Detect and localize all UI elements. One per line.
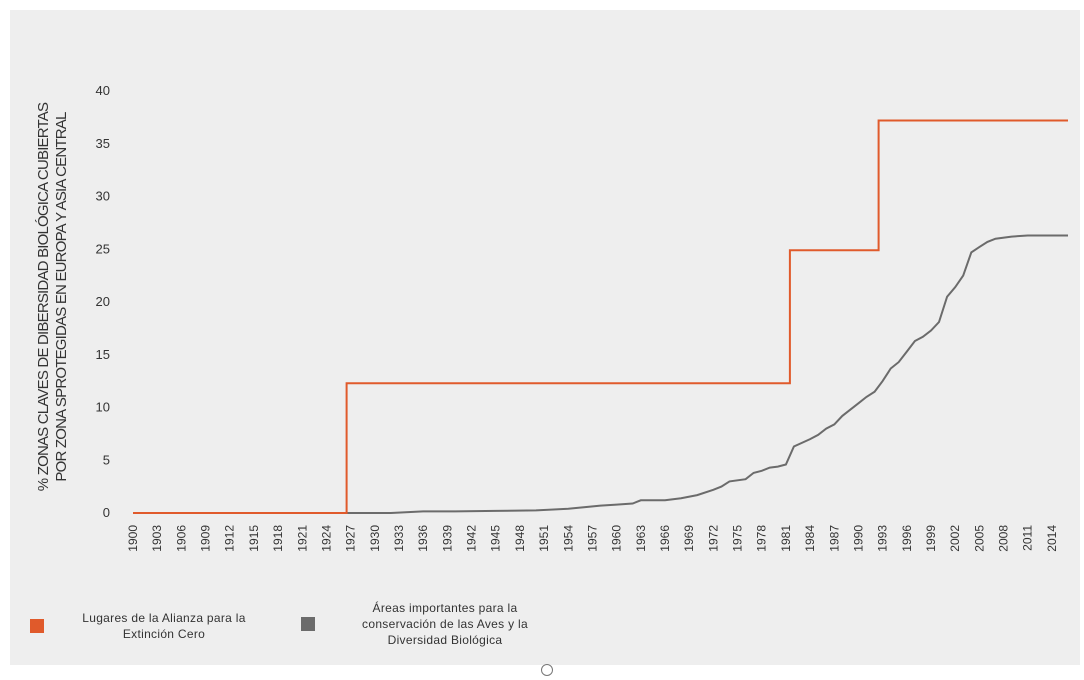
legend-swatch-alliance: [30, 619, 44, 633]
line-chart: % ZONAS CLAVES DE DIBERSIDAD BIOLÓGICA C…: [35, 83, 1068, 552]
legend-swatch-iba: [301, 617, 315, 631]
x-tick-label: 1978: [755, 525, 769, 552]
x-tick-label: 1918: [271, 525, 285, 552]
x-tick-label: 1909: [199, 525, 213, 552]
x-tick-label: 1936: [416, 525, 430, 552]
line-important-areas: [133, 234, 1068, 514]
y-tick-label: 40: [96, 83, 110, 98]
y-tick-label: 15: [96, 347, 110, 362]
x-tick-label: 1942: [465, 525, 479, 552]
y-tick-label: 35: [96, 136, 110, 151]
x-tick-label: 1963: [634, 525, 648, 552]
x-tick-label: 1972: [706, 525, 720, 552]
x-tick-label: 1966: [658, 525, 672, 552]
x-tick-label: 1927: [344, 525, 358, 552]
x-tick-label: 1930: [368, 525, 382, 552]
legend-item-alliance[interactable]: Lugares de la Alianza para la Extinción …: [30, 610, 264, 642]
series-layer: [133, 119, 1068, 514]
line-alliance-sites: [133, 119, 1068, 514]
x-tick-label: 1975: [731, 525, 745, 552]
x-tick-label: 1921: [295, 525, 309, 552]
x-tick-label: 1999: [924, 525, 938, 552]
x-tick-label: 1945: [489, 525, 503, 552]
y-tick-label: 20: [96, 294, 110, 309]
x-tick-label: 2002: [948, 525, 962, 552]
x-tick-label: 1993: [876, 525, 890, 552]
x-tick-label: 1915: [247, 525, 261, 552]
y-tick-label: 10: [96, 400, 110, 415]
x-tick-label: 1903: [150, 525, 164, 552]
y-tick-label: 5: [103, 452, 110, 467]
x-tick-label: 1990: [851, 525, 865, 552]
x-tick-label: 1951: [537, 525, 551, 552]
x-tick-label: 1900: [126, 525, 140, 552]
y-axis-title: % ZONAS CLAVES DE DIBERSIDAD BIOLÓGICA C…: [35, 102, 70, 491]
scroll-handle[interactable]: [541, 664, 553, 676]
x-tick-label: 2014: [1045, 525, 1059, 552]
x-tick-label: 2008: [997, 525, 1011, 552]
y-tick-label: 0: [103, 505, 110, 520]
x-tick-label: 1987: [827, 525, 841, 552]
x-tick-label: 1957: [585, 525, 599, 552]
x-tick-label: 1924: [319, 525, 333, 552]
x-tick-label: 1948: [513, 525, 527, 552]
x-tick-label: 1939: [440, 525, 454, 552]
x-tick-label: 1984: [803, 525, 817, 552]
y-axis-title-line-1: % ZONAS CLAVES DE DIBERSIDAD BIOLÓGICA C…: [35, 102, 52, 491]
y-tick-label: 30: [96, 189, 110, 204]
x-tick-label: 1981: [779, 525, 793, 552]
x-tick-label: 1960: [610, 525, 624, 552]
x-axis-ticks: 1900 1903 1906 1909 1912 1915 1918 1921 1924 1927…: [126, 525, 1059, 552]
x-tick-label: 1996: [900, 525, 914, 552]
y-axis-ticks: 0 5 10 15 20 25 30 35 40: [96, 83, 110, 520]
legend-label-iba: Áreas importantes para la conservación d…: [362, 601, 528, 647]
x-tick-label: 2005: [972, 525, 986, 552]
legend-label-alliance: Lugares de la Alianza para la Extinción …: [82, 611, 246, 641]
legend-item-iba[interactable]: Áreas importantes para la conservación d…: [301, 600, 545, 648]
y-tick-label: 25: [96, 241, 110, 256]
x-tick-label: 1969: [682, 525, 696, 552]
x-tick-label: 1906: [174, 525, 188, 552]
y-axis-title-line-2: POR ZONA SPROTEGIDAS EN EUROPA Y ASIA CE…: [53, 112, 70, 482]
x-tick-label: 1912: [223, 525, 237, 552]
x-tick-label: 1933: [392, 525, 406, 552]
x-tick-label: 1954: [561, 525, 575, 552]
chart-card: % ZONAS CLAVES DE DIBERSIDAD BIOLÓGICA C…: [10, 10, 1080, 665]
x-tick-label: 2011: [1021, 525, 1035, 551]
